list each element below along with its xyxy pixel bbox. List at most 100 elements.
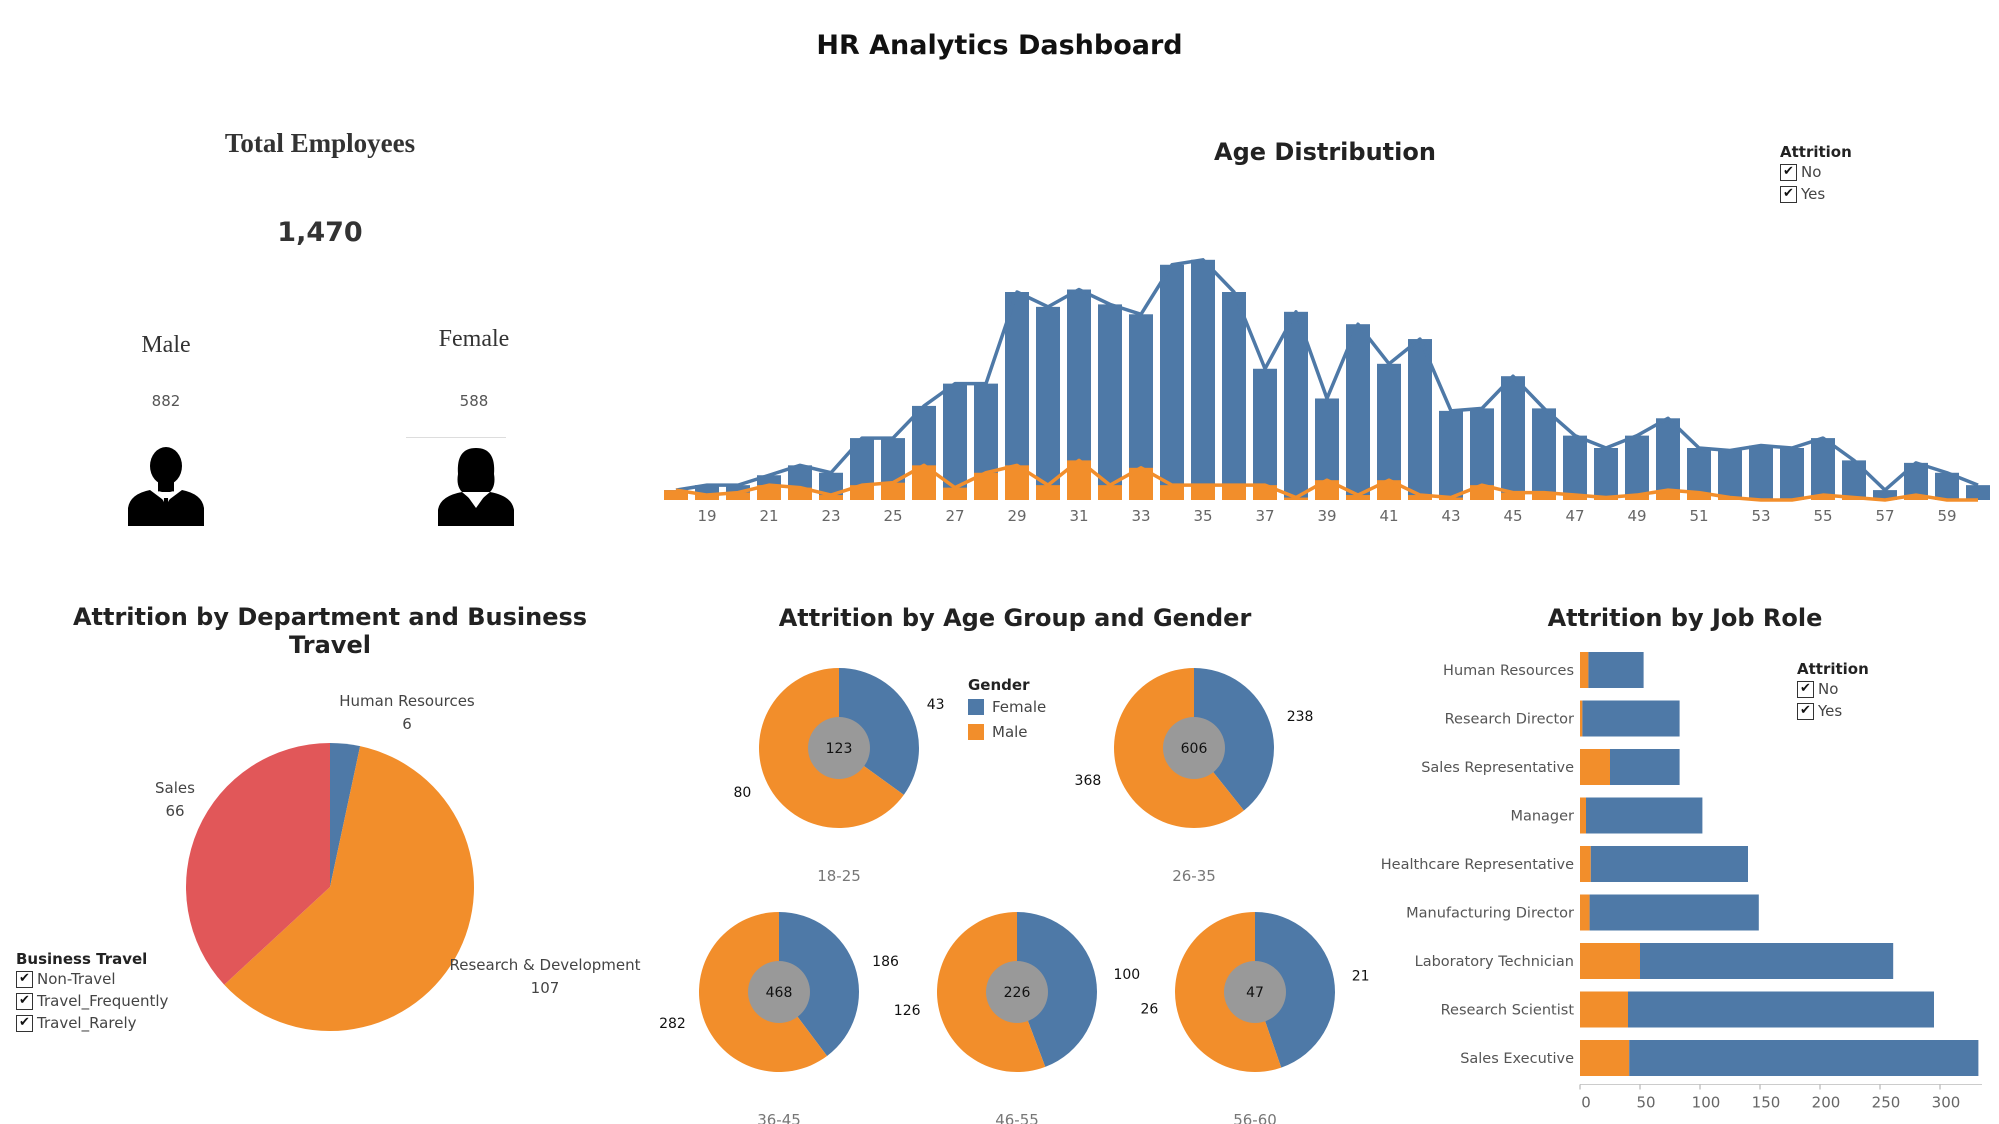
donut-slice-female [1017,912,1097,1067]
age-bar-yes [726,492,750,500]
gender-legend-female[interactable]: Female [968,694,1046,719]
jobrole-category-label: Laboratory Technician [1415,954,1574,970]
donut-group-label: 46-55 [995,1111,1039,1124]
age-bar-no [1718,450,1742,500]
age-bar-no [1036,306,1060,500]
female-count: 588 [459,392,489,410]
jobrole-bar-yes [1580,652,1589,688]
age-bar-no [1811,438,1835,500]
age-bar-no [1749,445,1773,500]
checkbox-icon[interactable]: ✔ [1780,185,1797,203]
age-bar-no [1594,448,1618,500]
gender-legend-male[interactable]: Male [968,719,1046,744]
age-legend-item-no[interactable]: ✔ No [1780,161,1852,183]
age-bar-yes [1346,495,1370,500]
age-bar-yes [1377,480,1401,500]
checkbox-icon[interactable]: ✔ [1797,680,1814,698]
donut-male-value: 368 [1075,773,1102,789]
donut-center [1163,717,1225,779]
donut-group-label: 26-35 [1172,867,1216,885]
age-bar-yes [1904,495,1928,500]
age-bar-yes [1098,485,1122,500]
age-bar-yes [1191,485,1215,500]
checkbox-icon[interactable]: ✔ [16,970,33,988]
donut-center [748,961,810,1023]
female-divider [406,437,506,438]
age-bar-no [1439,410,1463,500]
age-line-no [675,258,1979,492]
age-x-tick: 53 [1751,507,1770,525]
jobrole-bar-no [1628,991,1934,1028]
age-bar-no [1625,435,1649,500]
jobrole-x-tick: 250 [1872,1094,1901,1112]
age-bar-no [1191,259,1215,500]
travel-legend-rarely[interactable]: ✔ Travel_Rarely [16,1012,168,1034]
jobrole-x-tick: 100 [1692,1094,1721,1112]
jobrole-category-label: Manufacturing Director [1406,906,1574,922]
age-x-tick: 49 [1627,507,1646,525]
checkbox-icon[interactable]: ✔ [16,1014,33,1032]
jobrole-x-tick: 200 [1812,1094,1841,1112]
age-legend-title: Attrition [1780,143,1852,161]
jobrole-x-tick: 0 [1581,1094,1591,1112]
gender-legend: Gender Female Male [968,676,1046,744]
age-bar-yes [1532,492,1556,500]
age-bar-no [1284,311,1308,500]
donut-male-value: 126 [894,1003,921,1019]
business-travel-legend: Business Travel ✔ Non-Travel ✔ Travel_Freq… [16,950,168,1034]
donut-group-label: 18-25 [817,867,861,885]
jobrole-bar-yes [1580,700,1583,737]
age-bar-yes [819,495,843,500]
jobrole-legend-item-yes[interactable]: ✔ Yes [1797,700,1869,722]
jobrole-bar-yes [1580,749,1610,785]
travel-legend-non-travel[interactable]: ✔ Non-Travel [16,968,168,990]
jobrole-category-label: Sales Executive [1460,1051,1574,1067]
age-bar-yes [1656,490,1680,500]
donut-center [1224,961,1286,1023]
age-x-tick: 43 [1441,507,1460,525]
jobrole-chart-title: Attrition by Job Role [1547,604,1823,632]
jobrole-category-label: Healthcare Representative [1381,857,1574,873]
donut-slice-female [839,668,919,795]
age-x-tick: 35 [1193,507,1212,525]
checkbox-icon[interactable]: ✔ [1780,163,1797,181]
donut-total: 606 [1181,741,1208,757]
age-bar-no [1346,324,1370,500]
total-employees-label: Total Employees [224,128,416,158]
age-legend-item-yes[interactable]: ✔ Yes [1780,183,1852,205]
donut-group-label: 56-60 [1233,1111,1277,1124]
age-x-tick: 39 [1317,507,1336,525]
age-bar-no [1563,435,1587,500]
jobrole-bar-no [1589,894,1759,931]
donut-group-label: 36-45 [757,1111,801,1124]
age-bar-no [1098,304,1122,500]
jobrole-legend-item-no[interactable]: ✔ No [1797,678,1869,700]
male-swatch [968,723,984,740]
age-chart-title: Age Distribution [1214,138,1436,166]
age-x-tick: 51 [1689,507,1708,525]
travel-legend-frequently[interactable]: ✔ Travel_Frequently [16,990,168,1012]
age-bar-yes [1811,495,1835,500]
jobrole-category-label: Research Scientist [1441,1003,1575,1019]
age-bar-yes [757,485,781,500]
age-bar-yes [664,490,688,500]
age-x-tick: 37 [1255,507,1274,525]
dept-slice-value: 66 [165,802,184,820]
age-bar-yes [881,482,905,500]
dashboard-title: HR Analytics Dashboard [816,30,1183,61]
age-x-tick: 31 [1069,507,1088,525]
checkbox-icon[interactable]: ✔ [16,992,33,1010]
dept-slice-value: 6 [402,715,412,733]
donut-total: 47 [1246,985,1264,1001]
age-legend: Attrition ✔ No ✔ Yes [1780,143,1852,205]
checkbox-icon[interactable]: ✔ [1797,702,1814,720]
age-bar-yes [1036,485,1060,500]
female-label: Female [438,326,510,352]
jobrole-bar-yes [1580,846,1591,882]
age-bar-yes [1687,492,1711,500]
dept-slice-label: Research & Development [449,956,640,974]
age-bar-no [1873,490,1897,500]
donut-female-value: 186 [872,954,899,970]
dept-slice [186,743,330,985]
age-bar-yes [1222,485,1246,500]
